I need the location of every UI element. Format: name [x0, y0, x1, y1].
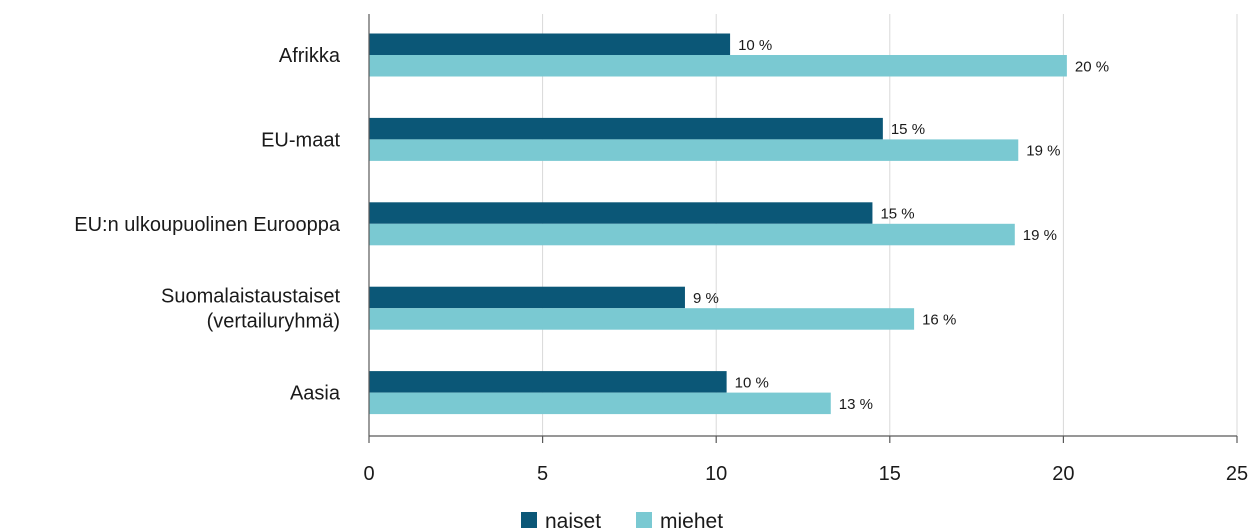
bar-naiset-4 — [369, 371, 727, 393]
category-label-3-line-0: Suomalaistaustaiset — [161, 286, 340, 308]
data-label-naiset-1: 15 % — [891, 121, 925, 138]
bar-miehet-1 — [369, 139, 1019, 161]
data-label-miehet-4: 13 % — [839, 396, 873, 413]
x-tick-label-10: 10 — [705, 463, 727, 485]
data-label-naiset-2: 15 % — [880, 206, 914, 223]
data-label-miehet-2: 19 % — [1023, 227, 1057, 244]
bar-miehet-0 — [369, 55, 1067, 77]
bar-naiset-1 — [369, 117, 883, 140]
data-label-naiset-4: 10 % — [735, 374, 769, 391]
data-label-naiset-0: 10 % — [738, 37, 772, 54]
legend-label-miehet: miehet — [660, 510, 723, 530]
bar-naiset-2 — [369, 202, 873, 224]
x-tick-label-0: 0 — [363, 463, 374, 485]
data-label-naiset-3: 9 % — [693, 290, 719, 307]
category-label-0: Afrikka — [279, 45, 341, 67]
category-label-2: EU:n ulkoupuolinen Eurooppa — [74, 214, 341, 236]
data-label-miehet-0: 20 % — [1075, 58, 1109, 75]
legend-swatch-naiset — [521, 512, 537, 528]
data-label-miehet-1: 19 % — [1026, 143, 1060, 160]
x-tick-label-25: 25 — [1226, 463, 1248, 485]
legend-swatch-miehet — [636, 512, 652, 528]
legend-label-naiset: naiset — [545, 510, 601, 530]
x-tick-label-20: 20 — [1052, 463, 1074, 485]
x-tick-label-5: 5 — [537, 463, 548, 485]
category-label-3-line-1: (vertailuryhmä) — [207, 311, 340, 333]
bar-naiset-0 — [369, 33, 731, 55]
bar-naiset-3 — [369, 286, 685, 309]
x-tick-label-15: 15 — [879, 463, 901, 485]
bar-miehet-4 — [369, 392, 831, 415]
category-label-1: EU-maat — [261, 129, 340, 151]
category-label-4: Aasia — [290, 383, 341, 405]
data-label-miehet-3: 16 % — [922, 311, 956, 328]
bar-miehet-3 — [369, 308, 915, 330]
bar-miehet-2 — [369, 223, 1015, 246]
